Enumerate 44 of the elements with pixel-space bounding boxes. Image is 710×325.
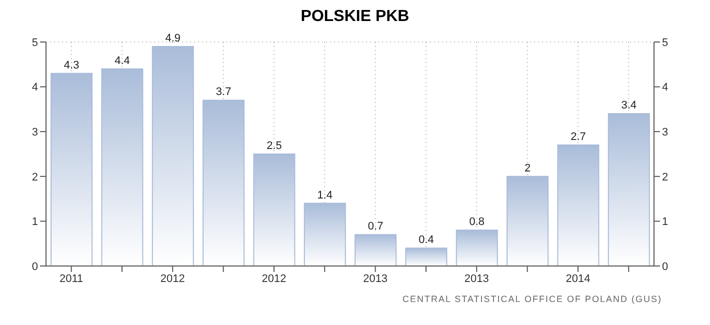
y2-tick-label: 2 [662, 171, 668, 184]
data-label: 0.4 [418, 234, 434, 246]
bar [557, 144, 600, 266]
data-label: 4.9 [165, 32, 181, 44]
chart-title: POLSKIE PKB [300, 8, 410, 26]
y-tick-label: 1 [32, 216, 38, 228]
y-tick-label: 5 [32, 36, 38, 49]
bar [50, 72, 93, 266]
bar [253, 154, 296, 266]
y-tick-label: 3 [32, 126, 38, 139]
text: CENTRAL STATISTICAL OFFICE OF POLAND (GUS) [402, 294, 662, 304]
y-tick-label: 2 [32, 171, 38, 184]
x-tick-label: 2012 [160, 272, 185, 285]
data-label: 2.7 [570, 131, 586, 144]
bar [202, 100, 245, 266]
data-label: 2.5 [266, 140, 282, 152]
y-tick-label: 0 [32, 260, 38, 273]
x-tick-label: 2014 [566, 272, 590, 285]
data-label: 0.7 [368, 220, 384, 233]
data-label: 3.4 [621, 100, 637, 112]
data-label: 4.3 [64, 59, 80, 72]
bar [405, 248, 448, 266]
data-label: 4.4 [114, 54, 130, 67]
bar [456, 230, 498, 266]
y2-tick-label: 5 [662, 36, 668, 49]
bar [608, 113, 650, 266]
x-tick-label: 2011 [60, 272, 84, 285]
bar [506, 176, 549, 266]
bar [101, 68, 144, 266]
x-tick-label: 2012 [262, 272, 286, 285]
y2-tick-label: 1 [662, 216, 668, 228]
data-label: 0.8 [469, 216, 485, 228]
x-tick-label: 2013 [363, 272, 388, 285]
bar [354, 234, 397, 266]
data-label: 3.7 [216, 86, 232, 98]
x-tick-label: 2013 [464, 272, 489, 285]
data-label: 1.4 [317, 189, 333, 202]
y2-tick-label: 0 [662, 260, 668, 273]
bar [304, 202, 346, 266]
y2-tick-label: 4 [662, 82, 668, 94]
bar [152, 46, 194, 266]
y2-tick-label: 3 [662, 126, 668, 139]
data-label: 2 [524, 162, 531, 174]
y-tick-label: 4 [32, 82, 38, 94]
